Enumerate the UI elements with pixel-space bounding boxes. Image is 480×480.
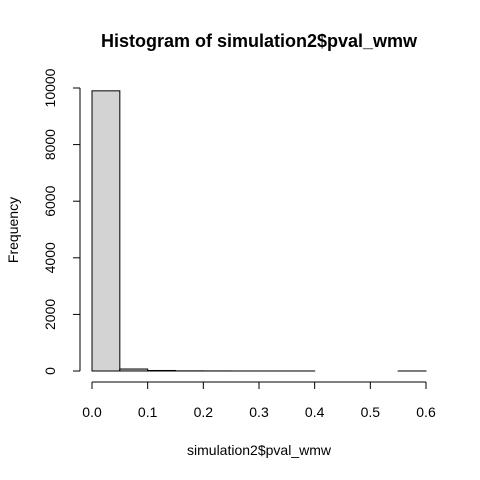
y-tick-label-5: 10000 [42,68,58,107]
x-axis: 0.0 0.1 0.2 0.3 0.4 0.5 0.6 [82,381,436,420]
y-axis-label: Frequency [5,197,21,263]
y-tick-label-2: 4000 [42,242,58,273]
x-tick-label-5: 0.5 [361,404,381,420]
x-tick-label-6: 0.6 [416,404,436,420]
x-tick-label-0: 0.0 [82,404,102,420]
x-tick-label-4: 0.4 [305,404,325,420]
bars-group [91,90,427,372]
x-axis-label: simulation2$pval_wmw [187,442,332,458]
x-tick-label-2: 0.2 [194,404,214,420]
y-tick-label-0: 0 [42,367,58,375]
y-tick-label-4: 8000 [42,129,58,160]
y-axis: 0 2000 4000 6000 8000 10000 [42,68,81,375]
x-tick-label-1: 0.1 [138,404,158,420]
y-tick-label-1: 2000 [42,299,58,330]
y-tick-label-3: 6000 [42,185,58,216]
histogram-bar-2 [147,369,177,372]
x-tick-label-3: 0.3 [249,404,269,420]
chart-title: Histogram of simulation2$pval_wmw [101,31,418,51]
histogram-bar-0 [91,90,121,372]
histogram-bar-1 [119,368,149,372]
